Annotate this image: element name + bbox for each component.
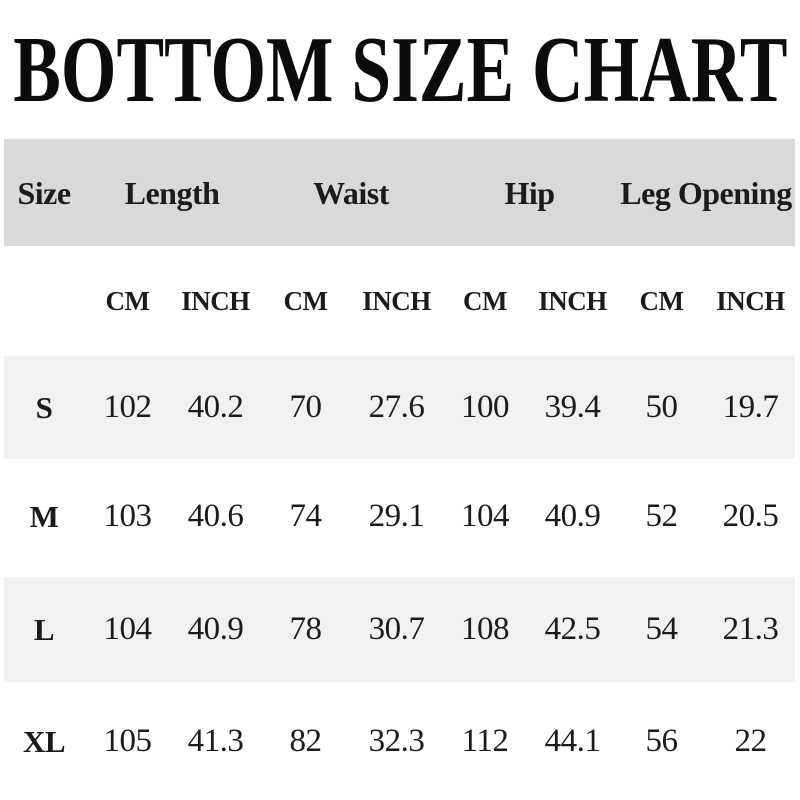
table-cell: 50	[645, 389, 679, 425]
table-cell: 56	[645, 722, 679, 759]
table-cell: 27.6	[368, 389, 425, 425]
unit-header-leg-opening-cm: CM	[639, 285, 684, 316]
unit-header-length-inch: INCH	[181, 285, 250, 316]
table-cell: 54	[645, 611, 679, 647]
size-label: L	[33, 612, 55, 647]
table-cell: 44.1	[544, 722, 601, 759]
table-cell: 40.2	[187, 389, 244, 425]
group-header-waist: Waist	[313, 174, 389, 211]
unit-header-leg-opening-inch: INCH	[716, 285, 785, 316]
table-cell: 52	[645, 498, 679, 534]
size-label: XL	[22, 723, 66, 759]
unit-header-hip-inch: INCH	[538, 285, 607, 316]
unit-header-length-cm: CM	[105, 285, 150, 316]
table-cell: 21.3	[722, 611, 779, 647]
table-cell: 108	[461, 611, 510, 647]
table-cell: 104	[103, 611, 153, 647]
table-cell: 78	[289, 611, 323, 647]
table-cell: 103	[103, 498, 153, 534]
table-cell: 39.4	[544, 389, 601, 425]
size-label: M	[29, 499, 59, 534]
group-header-size: Size	[17, 174, 71, 211]
table-cell: 104	[461, 498, 510, 534]
table-row-s: S 102 40.2 70 27.6 100 39.4 50 19.7	[4, 356, 795, 463]
table-cell: 22	[734, 722, 768, 759]
unit-header-row: CM INCH CM INCH CM INCH CM INCH	[4, 246, 795, 356]
table-cell: 19.7	[722, 389, 779, 425]
title-area: BOTTOM SIZE CHART	[0, 0, 800, 139]
table-cell: 105	[103, 722, 153, 759]
group-header-leg-opening: Leg Opening	[620, 174, 792, 211]
table-cell: 74	[289, 498, 323, 534]
table-cell: 112	[461, 722, 509, 759]
group-header-hip: Hip	[504, 174, 555, 211]
unit-header-waist-cm: CM	[283, 285, 328, 316]
size-label: S	[35, 390, 53, 425]
page-title: BOTTOM SIZE CHART	[12, 17, 788, 122]
table-cell: 102	[103, 389, 153, 425]
table-row-l: L 104 40.9 78 30.7 108 42.5 54 21.3	[4, 570, 795, 682]
table-cell: 29.1	[368, 498, 425, 534]
table-cell: 82	[289, 722, 323, 759]
group-header-length: Length	[124, 174, 220, 211]
table-cell: 40.9	[544, 498, 601, 534]
table-cell: 40.9	[187, 611, 244, 647]
unit-header-waist-inch: INCH	[362, 285, 431, 316]
table-cell: 20.5	[722, 498, 779, 534]
table-cell: 42.5	[544, 611, 601, 647]
table-cell: 41.3	[187, 722, 244, 759]
table-cell: 40.6	[187, 498, 244, 534]
table-cell: 100	[461, 389, 510, 425]
table-cell: 30.7	[368, 611, 425, 647]
table-row-m: M 103 40.6 74 29.1 104 40.9 52 20.5	[4, 463, 795, 570]
table-cell: 70	[289, 389, 323, 425]
group-header-row: Size Length Waist Hip Leg Opening	[4, 139, 795, 246]
unit-header-hip-cm: CM	[463, 285, 507, 316]
table-cell: 32.3	[368, 722, 425, 759]
table-row-xl: XL 105 41.3 82 32.3 112 44.1 56 22	[4, 682, 795, 800]
